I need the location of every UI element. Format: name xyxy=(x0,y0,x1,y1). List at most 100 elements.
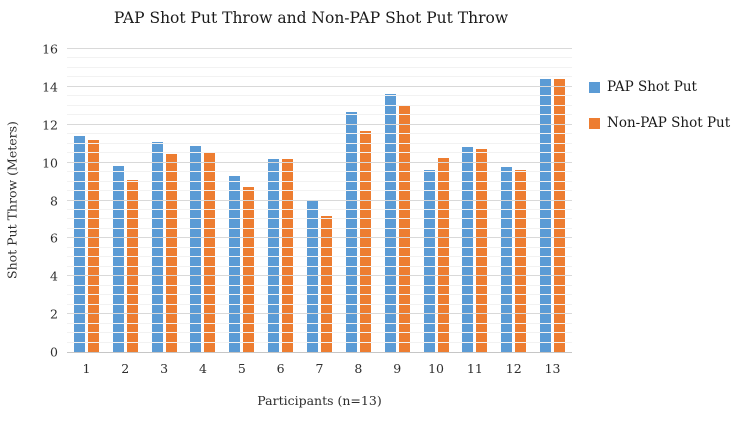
gridline-major xyxy=(67,123,572,125)
gridline-minor xyxy=(67,133,572,135)
gridline-minor xyxy=(67,208,572,210)
x-tick-label-5: 5 xyxy=(237,361,246,376)
gridline-minor xyxy=(67,76,572,78)
gridline-minor xyxy=(67,66,572,68)
gridline-minor xyxy=(67,246,572,248)
x-axis-tick-labels: 1 2 3 4 5 6 7 8 9 10 11 12 13 xyxy=(67,361,572,376)
bar-pap-shot-put-6 xyxy=(268,158,280,352)
bar-group-12 xyxy=(494,49,533,352)
bar-group-4 xyxy=(184,49,223,352)
legend-label-pap: PAP Shot Put xyxy=(607,79,697,95)
bar-non-pap-shot-put-12 xyxy=(515,170,527,352)
y-tick-label-6: 6 xyxy=(50,230,58,246)
bar-pap-shot-put-10 xyxy=(423,170,435,352)
gridline-minor xyxy=(67,341,572,343)
y-tick-label-2: 2 xyxy=(50,306,58,322)
bar-non-pap-shot-put-1 xyxy=(87,139,99,352)
legend-swatch-nonpap-icon xyxy=(589,117,600,129)
legend-swatch-pap-icon xyxy=(589,81,600,93)
bar-group-9 xyxy=(378,49,417,352)
bar-pap-shot-put-13 xyxy=(540,79,552,352)
bar-group-10 xyxy=(417,49,456,352)
y-tick-label-16: 16 xyxy=(42,41,58,57)
bar-non-pap-shot-put-7 xyxy=(320,215,332,352)
gridline-major xyxy=(67,275,572,277)
gridline-major xyxy=(67,199,572,201)
bar-non-pap-shot-put-13 xyxy=(554,79,566,352)
x-axis-title: Participants (n=13) xyxy=(257,393,382,408)
bar-non-pap-shot-put-10 xyxy=(437,157,449,352)
bar-pap-shot-put-9 xyxy=(384,94,396,352)
bar-group-1 xyxy=(67,49,106,352)
gridline-minor xyxy=(67,218,572,220)
bar-non-pap-shot-put-6 xyxy=(282,158,294,352)
gridline-minor xyxy=(67,190,572,192)
x-tick-label-13: 13 xyxy=(544,361,561,376)
gridline-minor xyxy=(67,265,572,267)
gridline-major xyxy=(67,85,572,87)
x-tick-label-8: 8 xyxy=(354,361,363,376)
bar-pap-shot-put-5 xyxy=(229,175,241,352)
x-tick-label-7: 7 xyxy=(315,361,324,376)
gridline-minor xyxy=(67,256,572,258)
gridline-minor xyxy=(67,57,572,59)
gridline-minor xyxy=(67,104,572,106)
y-tick-label-0: 0 xyxy=(50,344,58,360)
bar-pap-shot-put-4 xyxy=(190,145,202,352)
gridline-minor xyxy=(67,95,572,97)
bar-group-6 xyxy=(261,49,300,352)
bar-non-pap-shot-put-11 xyxy=(476,149,488,352)
legend-item-nonpap: Non-PAP Shot Put xyxy=(589,115,730,131)
gridline-minor xyxy=(67,142,572,144)
gridline-minor xyxy=(67,294,572,296)
bar-pap-shot-put-1 xyxy=(73,136,85,352)
y-tick-label-14: 14 xyxy=(42,79,58,95)
x-tick-label-3: 3 xyxy=(160,361,169,376)
gridline-minor xyxy=(67,180,572,182)
bar-pap-shot-put-7 xyxy=(306,200,318,352)
gridline-minor xyxy=(67,284,572,286)
bar-group-5 xyxy=(222,49,261,352)
y-tick-label-12: 12 xyxy=(42,117,58,133)
x-tick-label-1: 1 xyxy=(82,361,91,376)
x-tick-label-10: 10 xyxy=(428,361,444,376)
bar-non-pap-shot-put-4 xyxy=(204,152,216,352)
plot-area xyxy=(67,48,572,353)
bar-pap-shot-put-2 xyxy=(112,166,124,352)
gridline-minor xyxy=(67,227,572,229)
gridline-minor xyxy=(67,332,572,334)
x-tick-label-11: 11 xyxy=(466,361,483,376)
x-tick-label-9: 9 xyxy=(393,361,402,376)
y-tick-label-10: 10 xyxy=(42,155,58,171)
gridline-major xyxy=(67,48,572,49)
gridline-minor xyxy=(67,152,572,154)
bar-group-7 xyxy=(300,49,339,352)
x-tick-label-4: 4 xyxy=(198,361,207,376)
chart-title: PAP Shot Put Throw and Non-PAP Shot Put … xyxy=(113,9,509,27)
gridline-major xyxy=(67,313,572,315)
gridline-major xyxy=(67,161,572,163)
gridline-minor xyxy=(67,171,572,173)
bar-group-13 xyxy=(533,49,572,352)
y-tick-label-4: 4 xyxy=(50,268,58,284)
x-tick-label-2: 2 xyxy=(121,361,130,376)
legend-item-pap: PAP Shot Put xyxy=(589,79,730,95)
x-tick-label-6: 6 xyxy=(276,361,285,376)
x-tick-label-12: 12 xyxy=(505,361,522,376)
legend: PAP Shot Put Non-PAP Shot Put xyxy=(589,79,730,131)
bar-non-pap-shot-put-5 xyxy=(243,187,255,352)
legend-label-nonpap: Non-PAP Shot Put xyxy=(607,115,731,131)
gridline-major xyxy=(67,237,572,239)
bar-non-pap-shot-put-8 xyxy=(359,131,371,352)
gridline-minor xyxy=(67,114,572,116)
gridline-minor xyxy=(67,322,572,324)
bar-group-8 xyxy=(339,49,378,352)
bar-group-11 xyxy=(455,49,494,352)
bar-non-pap-shot-put-3 xyxy=(165,154,177,352)
bar-pap-shot-put-11 xyxy=(462,147,474,352)
gridline-minor xyxy=(67,303,572,305)
bar-pap-shot-put-8 xyxy=(345,111,357,352)
y-axis-tick-labels: 0 2 4 6 8 10 12 14 16 xyxy=(0,42,58,360)
y-tick-label-8: 8 xyxy=(50,193,58,208)
